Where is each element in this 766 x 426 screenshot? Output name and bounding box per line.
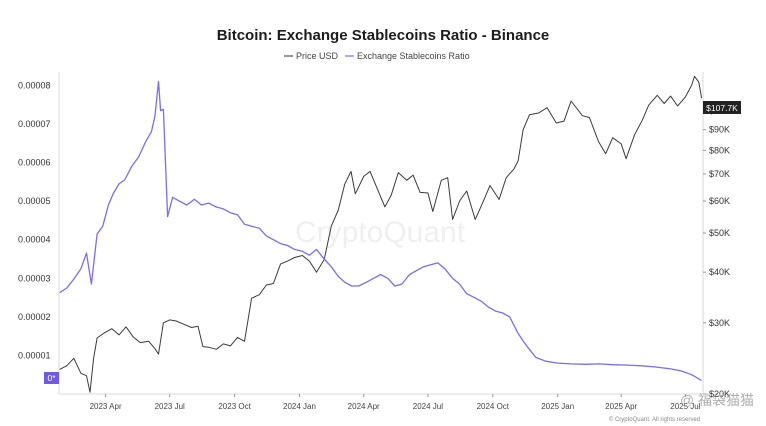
right-tick-label: $80K [709,145,730,155]
left-tick-label: 0.00003 [18,273,51,283]
right-tick-label: $50K [709,228,730,238]
x-tick-label: 2024 Apr [348,402,380,411]
left-tick-label: 0.00007 [18,119,51,129]
overlay-watermark: @ 福袋猫猫 [680,392,754,408]
left-tick-label: 0.00002 [18,312,51,322]
x-tick-label: 2023 Oct [218,402,251,411]
x-tick-label: 2023 Apr [90,402,122,411]
x-tick-label: 2025 Jul [670,402,700,411]
legend-label-price: Price USD [296,51,339,61]
left-tick-label: 0.00004 [18,235,51,245]
x-tick-label: 2024 Oct [477,402,510,411]
right-tick-label: $30K [709,318,730,328]
right-tick-label: $20K [709,389,730,399]
zero-tag: 0* [44,372,59,384]
plot-area [58,72,704,395]
right-y-axis: $100K$90K$80K$70K$60K$50K$40K$30K$20K [703,106,735,399]
right-tick-label: $60K [709,196,730,206]
left-tick-label: 0.00005 [18,196,51,206]
zero-tag-text: 0* [47,373,56,383]
stablecoins-ratio-line [59,80,702,382]
x-tick-label: 2025 Apr [605,402,637,411]
x-tick-label: 2024 Jan [283,402,316,411]
chart-title: Bitcoin: Exchange Stablecoins Ratio - Bi… [217,27,550,44]
x-tick-label: 2023 Jul [155,402,185,411]
price-usd-line [59,75,703,393]
left-tick-label: 0.00006 [18,158,51,168]
legend-label-ratio: Exchange Stablecoins Ratio [357,51,470,61]
right-tick-label: $90K [709,125,730,135]
right-tick-label: $40K [709,267,730,277]
zero-tag-box [44,372,59,384]
x-tick-label: 2025 Jan [541,402,574,411]
footer-copyright: © CryptoQuant. All rights reserved [609,416,700,423]
left-tick-label: 0.00001 [18,350,51,360]
legend: Price USD Exchange Stablecoins Ratio [284,51,470,61]
last-price-tag-box [703,101,741,114]
right-tick-label: $70K [709,169,730,179]
watermark: CryptoQuant [295,216,466,249]
x-axis: 2023 Apr 2023 Jul 2023 Oct 2024 Jan 2024 Apr… [90,394,701,411]
left-tick-label: 0.00008 [18,81,51,91]
last-price-tag: $107.7K [703,101,741,114]
last-price-tag-text: $107.7K [706,103,738,113]
left-y-axis: 0.00008 0.00007 0.00006 0.00005 0.00004 0.000… [18,81,51,361]
x-tick-label: 2024 Jul [413,402,443,411]
